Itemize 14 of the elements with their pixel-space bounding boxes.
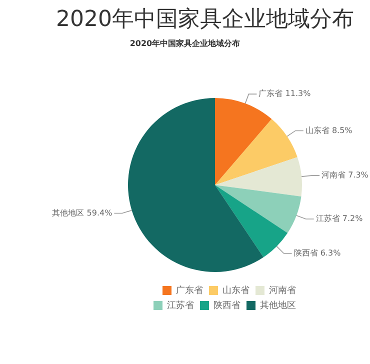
data-label: 江苏省 7.2%	[316, 214, 364, 224]
data-label: 山东省 8.5%	[305, 126, 353, 135]
data-label: 陕西省 6.3%	[294, 248, 342, 258]
legend-label: 河南省	[269, 284, 296, 296]
data-label: 河南省 7.3%	[322, 170, 369, 180]
legend-label: 山东省	[222, 284, 250, 296]
chart-subtitle: 2020年中国家具企业地域分布	[128, 38, 242, 49]
data-label: 广东省 11.3%	[258, 89, 312, 98]
legend-label: 陕西省	[214, 300, 240, 311]
data-label: 其他地区 59.4%	[52, 208, 113, 218]
legend-label: 其他地区	[260, 300, 296, 311]
chart-title: 2020年中国家具企业地域分布	[55, 6, 355, 34]
legend-label: 江苏省	[167, 300, 194, 311]
legend-label: 广东省	[176, 284, 203, 296]
